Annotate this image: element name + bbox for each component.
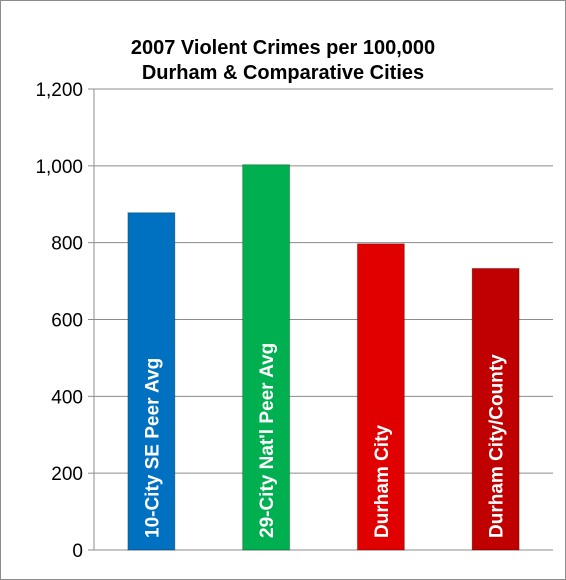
- bar: [242, 164, 291, 551]
- bar: [127, 212, 176, 551]
- y-tick-label: 200: [51, 464, 83, 485]
- chart-subtitle: Durham & Comparative Cities: [142, 62, 424, 84]
- y-tick-label: 1,000: [35, 157, 83, 178]
- bar: [356, 243, 405, 551]
- y-tick-label: 1,200: [35, 80, 83, 101]
- y-tick-label: 0: [72, 541, 83, 562]
- category-label: Durham City/County: [487, 354, 508, 538]
- bars: 10-City SE Peer Avg 29-City Nat'l Peer Av…: [127, 164, 520, 551]
- bar: [471, 267, 520, 551]
- y-tick-label: 800: [51, 234, 83, 255]
- category-label: Durham City: [372, 425, 393, 538]
- y-tick-label: 400: [51, 387, 83, 408]
- category-label: 10-City SE Peer Avg: [142, 358, 163, 538]
- y-axis: 0 200 400 600 800 1,000 1,200: [35, 80, 95, 562]
- category-label: 29-City Nat'l Peer Avg: [257, 343, 278, 538]
- chart-title: 2007 Violent Crimes per 100,000: [131, 37, 435, 59]
- y-tick-label: 600: [51, 311, 83, 332]
